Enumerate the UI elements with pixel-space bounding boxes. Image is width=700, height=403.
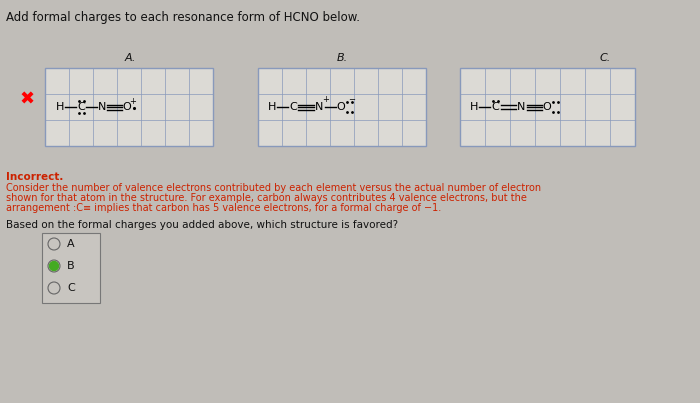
Text: C: C xyxy=(491,102,499,112)
Circle shape xyxy=(50,262,59,270)
Text: H: H xyxy=(56,102,64,112)
Text: arrangement :C≡ implies that carbon has 5 valence electrons, for a formal charge: arrangement :C≡ implies that carbon has … xyxy=(6,203,441,213)
Bar xyxy=(460,68,635,146)
Text: C: C xyxy=(77,102,85,112)
Text: O: O xyxy=(337,102,345,112)
Bar xyxy=(42,233,100,303)
Text: C: C xyxy=(67,283,75,293)
Text: ✖: ✖ xyxy=(20,91,34,109)
Text: A.: A. xyxy=(125,53,136,63)
Text: B.: B. xyxy=(337,53,348,63)
Bar xyxy=(258,68,426,146)
Text: H: H xyxy=(268,102,277,112)
Text: Add formal charges to each resonance form of HCNO below.: Add formal charges to each resonance for… xyxy=(6,11,360,24)
Text: O: O xyxy=(122,102,132,112)
Text: −: − xyxy=(349,96,356,104)
Text: Consider the number of valence electrons contributed by each element versus the : Consider the number of valence electrons… xyxy=(6,183,541,193)
Circle shape xyxy=(48,238,60,250)
Text: N: N xyxy=(98,102,106,112)
Text: N: N xyxy=(315,102,323,112)
Circle shape xyxy=(48,282,60,294)
Text: N: N xyxy=(517,102,525,112)
Text: A: A xyxy=(67,239,75,249)
Text: +: + xyxy=(323,96,330,104)
Text: Based on the formal charges you added above, which structure is favored?: Based on the formal charges you added ab… xyxy=(6,220,398,230)
Text: C.: C. xyxy=(599,53,610,63)
Text: Incorrect.: Incorrect. xyxy=(6,172,64,182)
Text: C: C xyxy=(289,102,297,112)
Text: O: O xyxy=(542,102,552,112)
Bar xyxy=(45,68,213,146)
Text: H: H xyxy=(470,102,478,112)
Circle shape xyxy=(48,260,60,272)
Text: shown for that atom in the structure. For example, carbon always contributes 4 v: shown for that atom in the structure. Fo… xyxy=(6,193,527,203)
Text: B: B xyxy=(67,261,75,271)
Text: +: + xyxy=(130,96,136,106)
